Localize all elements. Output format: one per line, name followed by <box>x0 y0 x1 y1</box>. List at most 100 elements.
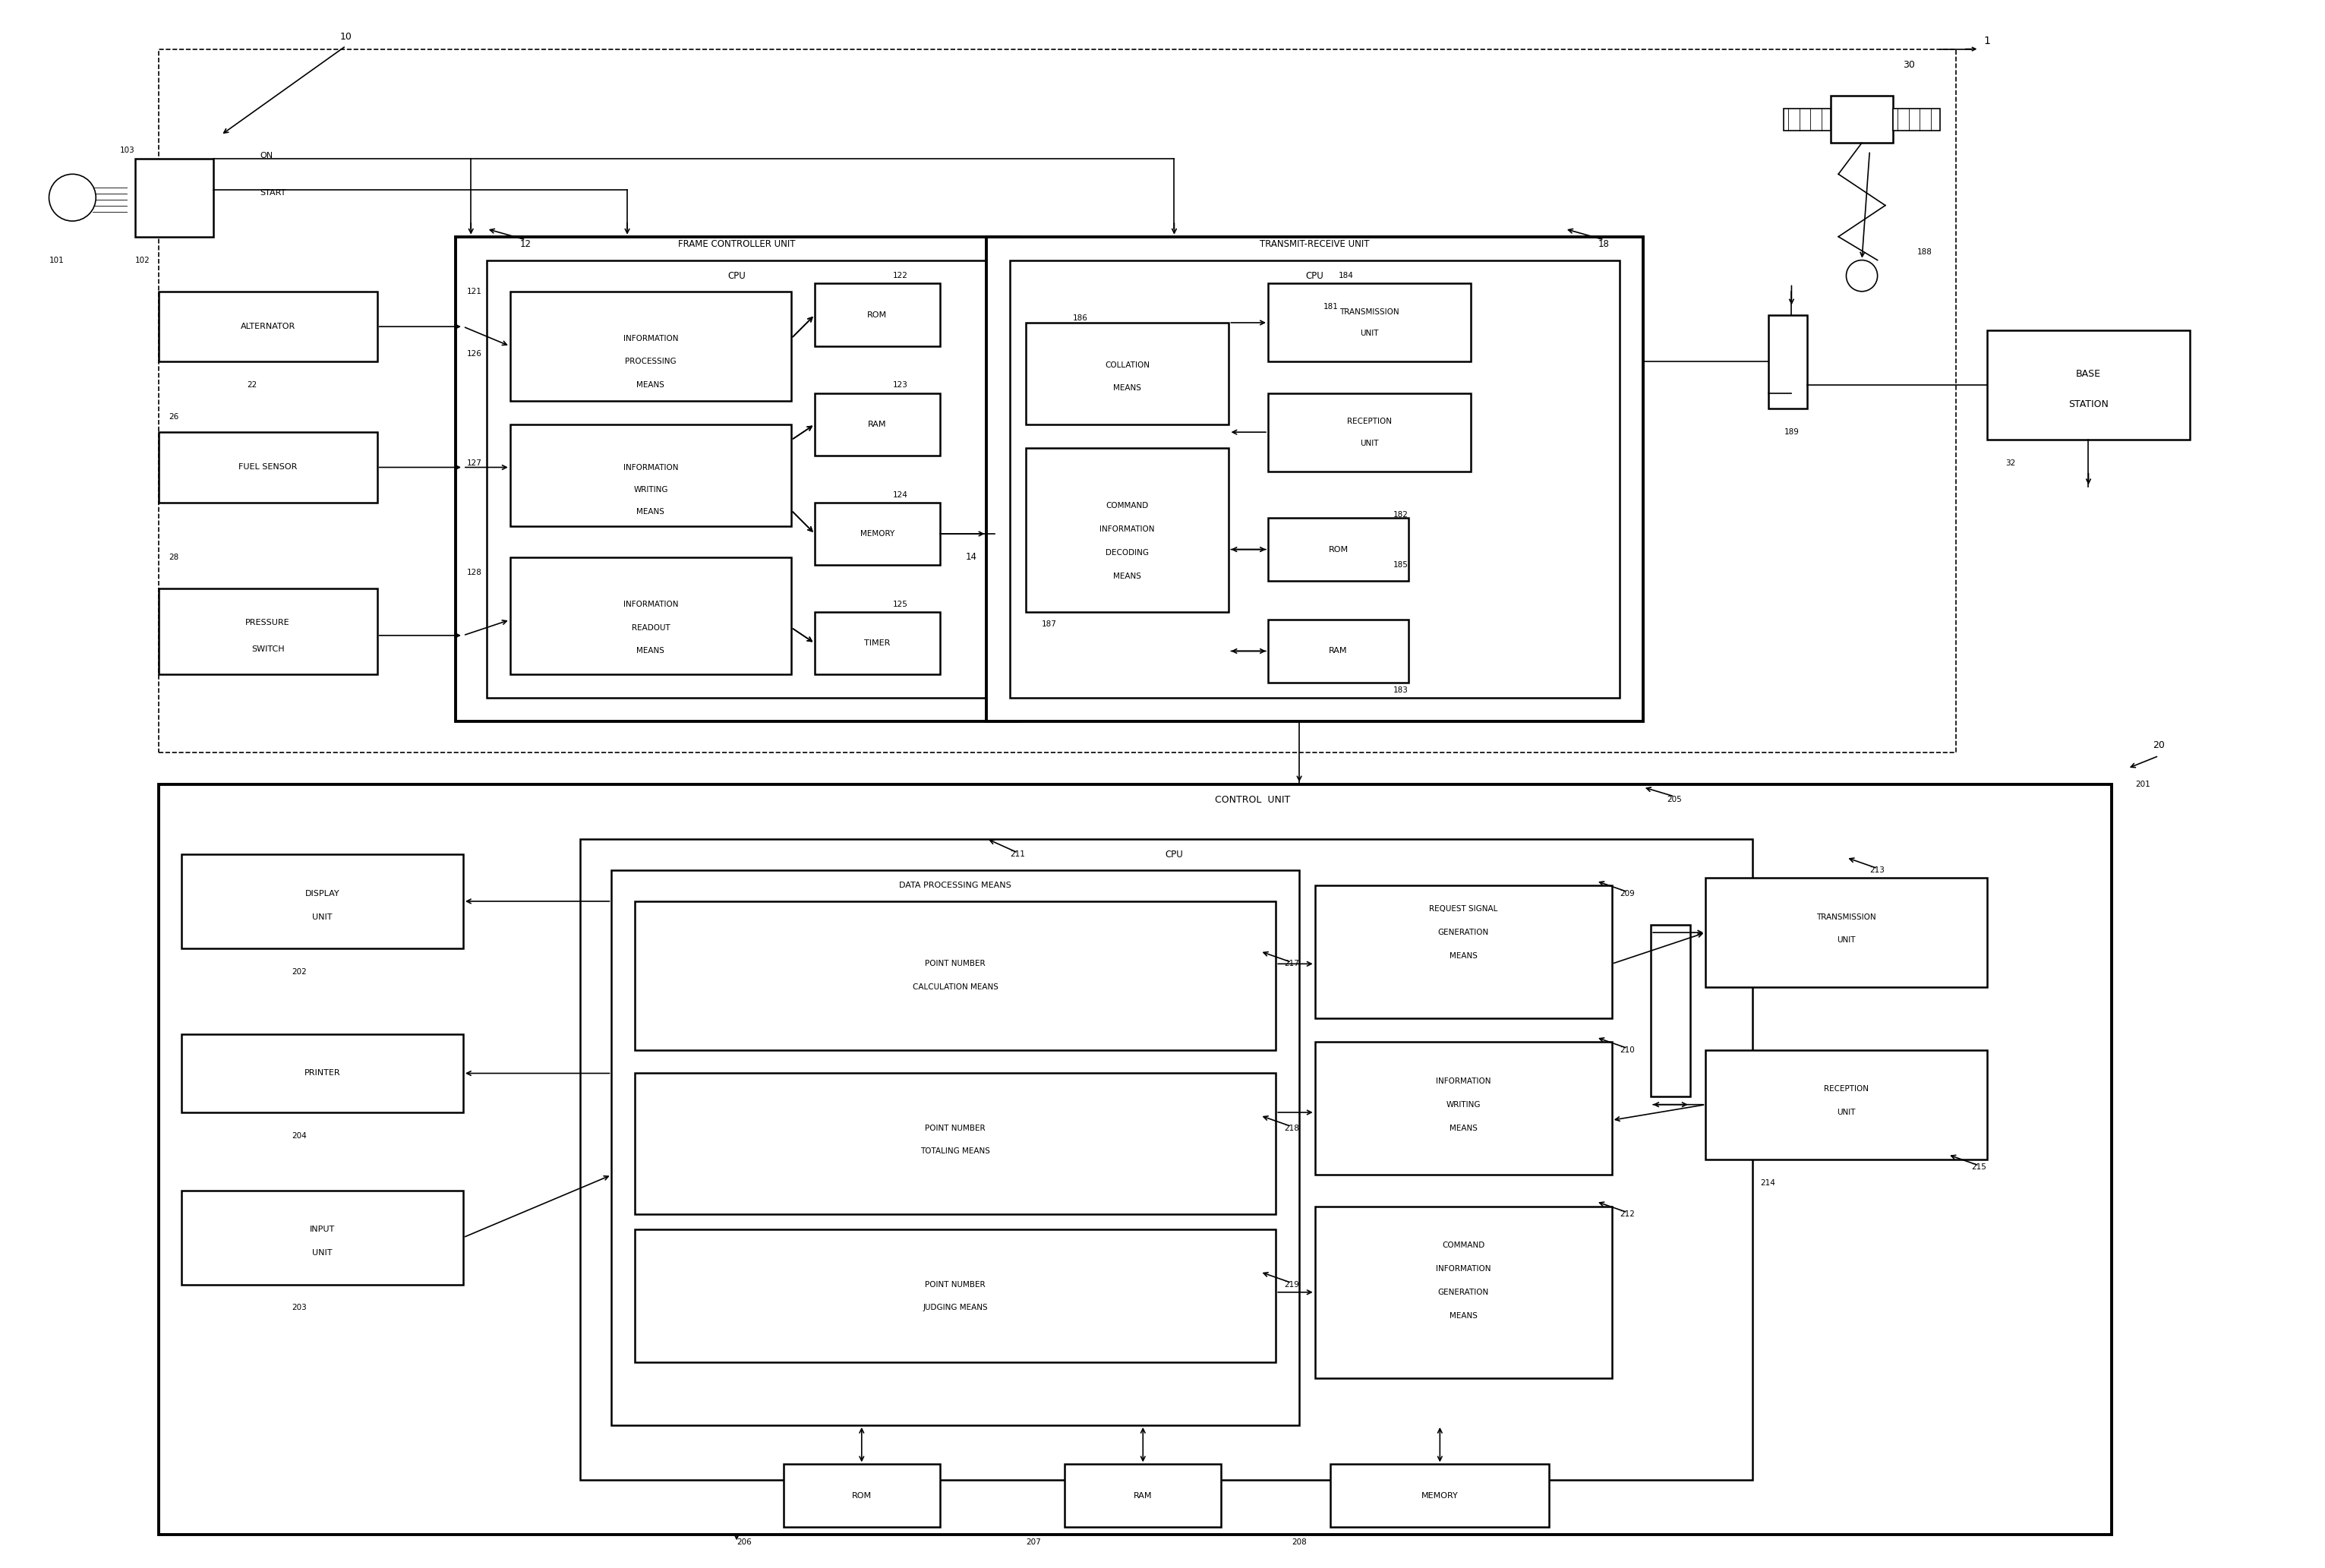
Bar <box>581 839 1753 1480</box>
Text: 123: 123 <box>893 381 909 389</box>
Text: POINT NUMBER: POINT NUMBER <box>925 1124 986 1132</box>
Text: PROCESSING: PROCESSING <box>625 358 677 365</box>
Bar <box>509 425 790 525</box>
Bar <box>635 1229 1276 1363</box>
Text: 183: 183 <box>1393 687 1409 695</box>
Text: 14: 14 <box>965 552 976 563</box>
Bar <box>1830 96 1893 143</box>
Bar <box>1267 517 1409 580</box>
Bar <box>814 284 939 347</box>
Bar <box>1783 108 1830 130</box>
Bar <box>135 158 214 237</box>
Text: MEMORY: MEMORY <box>860 530 895 538</box>
Text: 10: 10 <box>339 31 351 41</box>
Text: 128: 128 <box>467 569 481 577</box>
Bar <box>509 292 790 401</box>
Text: 210: 210 <box>1621 1046 1634 1054</box>
Text: 206: 206 <box>737 1538 751 1546</box>
Bar <box>1767 315 1807 409</box>
Text: GENERATION: GENERATION <box>1437 1289 1488 1297</box>
Text: REQUEST SIGNAL: REQUEST SIGNAL <box>1430 905 1497 913</box>
Text: 185: 185 <box>1393 561 1409 569</box>
Text: INFORMATION: INFORMATION <box>623 464 679 472</box>
Bar <box>1316 1206 1611 1378</box>
Text: INFORMATION: INFORMATION <box>1100 525 1156 533</box>
Bar <box>1267 619 1409 682</box>
Text: STATION: STATION <box>2069 400 2109 409</box>
Text: FRAME CONTROLLER UNIT: FRAME CONTROLLER UNIT <box>679 240 795 249</box>
Text: 22: 22 <box>246 381 258 389</box>
Circle shape <box>49 174 95 221</box>
Bar <box>986 237 1644 721</box>
Text: 26: 26 <box>170 412 179 420</box>
Text: RAM: RAM <box>1330 648 1348 655</box>
Bar <box>1025 448 1230 612</box>
Text: 20: 20 <box>2153 740 2165 750</box>
Bar <box>1651 925 1690 1096</box>
Text: CPU: CPU <box>728 271 746 281</box>
Text: START: START <box>260 190 286 196</box>
Text: ROM: ROM <box>1328 546 1348 554</box>
Bar <box>1267 284 1472 362</box>
Text: 209: 209 <box>1621 889 1634 897</box>
Bar <box>814 502 939 564</box>
Text: MEANS: MEANS <box>637 648 665 655</box>
Text: 28: 28 <box>170 554 179 561</box>
Text: COMMAND: COMMAND <box>1442 1242 1486 1250</box>
Text: 215: 215 <box>1972 1163 1986 1171</box>
Text: 217: 217 <box>1283 960 1300 967</box>
Text: WRITING: WRITING <box>632 486 667 494</box>
Text: 212: 212 <box>1621 1210 1634 1218</box>
Bar <box>1707 1051 1988 1159</box>
Text: 184: 184 <box>1339 271 1353 279</box>
Text: 219: 219 <box>1283 1281 1300 1289</box>
Text: MEANS: MEANS <box>1448 1312 1476 1320</box>
Text: 18: 18 <box>1597 240 1609 249</box>
Bar <box>1316 886 1611 1019</box>
Text: BASE: BASE <box>2076 370 2102 379</box>
Bar <box>1025 323 1230 425</box>
Text: DATA PROCESSING MEANS: DATA PROCESSING MEANS <box>900 881 1011 889</box>
Text: 102: 102 <box>135 256 151 263</box>
Text: READOUT: READOUT <box>632 624 670 632</box>
Text: UNIT: UNIT <box>1360 439 1379 447</box>
Bar <box>814 612 939 674</box>
Text: 204: 204 <box>291 1132 307 1140</box>
Text: ROM: ROM <box>867 310 888 318</box>
Text: MEMORY: MEMORY <box>1421 1491 1458 1499</box>
Text: TRANSMIT-RECEIVE UNIT: TRANSMIT-RECEIVE UNIT <box>1260 240 1369 249</box>
Text: 122: 122 <box>893 271 909 279</box>
Bar <box>181 1190 463 1284</box>
Text: 12: 12 <box>521 240 532 249</box>
Text: CPU: CPU <box>1165 850 1183 859</box>
Text: INFORMATION: INFORMATION <box>623 334 679 342</box>
Bar <box>509 557 790 674</box>
Text: 186: 186 <box>1072 314 1088 321</box>
Text: 121: 121 <box>467 287 481 295</box>
Text: POINT NUMBER: POINT NUMBER <box>925 1281 986 1289</box>
Text: 187: 187 <box>1042 621 1058 629</box>
Text: TRANSMISSION: TRANSMISSION <box>1816 913 1876 920</box>
Text: PRESSURE: PRESSURE <box>246 619 291 627</box>
Text: UNIT: UNIT <box>1360 329 1379 337</box>
Bar <box>158 588 377 674</box>
Text: 188: 188 <box>1916 248 1932 256</box>
Text: JUDGING MEANS: JUDGING MEANS <box>923 1305 988 1312</box>
Bar <box>158 292 377 362</box>
Text: 213: 213 <box>1869 866 1886 873</box>
Bar <box>486 260 986 698</box>
Text: 126: 126 <box>467 350 481 358</box>
Circle shape <box>1846 260 1879 292</box>
Text: 101: 101 <box>49 256 65 263</box>
Bar <box>158 433 377 502</box>
Bar <box>635 902 1276 1051</box>
Text: MEANS: MEANS <box>1114 572 1142 580</box>
Bar <box>181 1035 463 1112</box>
Text: CONTROL  UNIT: CONTROL UNIT <box>1214 795 1290 804</box>
Text: RECEPTION: RECEPTION <box>1823 1085 1869 1093</box>
Bar <box>158 49 1955 753</box>
Bar <box>1316 1043 1611 1174</box>
Text: UNIT: UNIT <box>1837 936 1855 944</box>
Text: 181: 181 <box>1323 303 1339 310</box>
Text: ROM: ROM <box>851 1491 872 1499</box>
